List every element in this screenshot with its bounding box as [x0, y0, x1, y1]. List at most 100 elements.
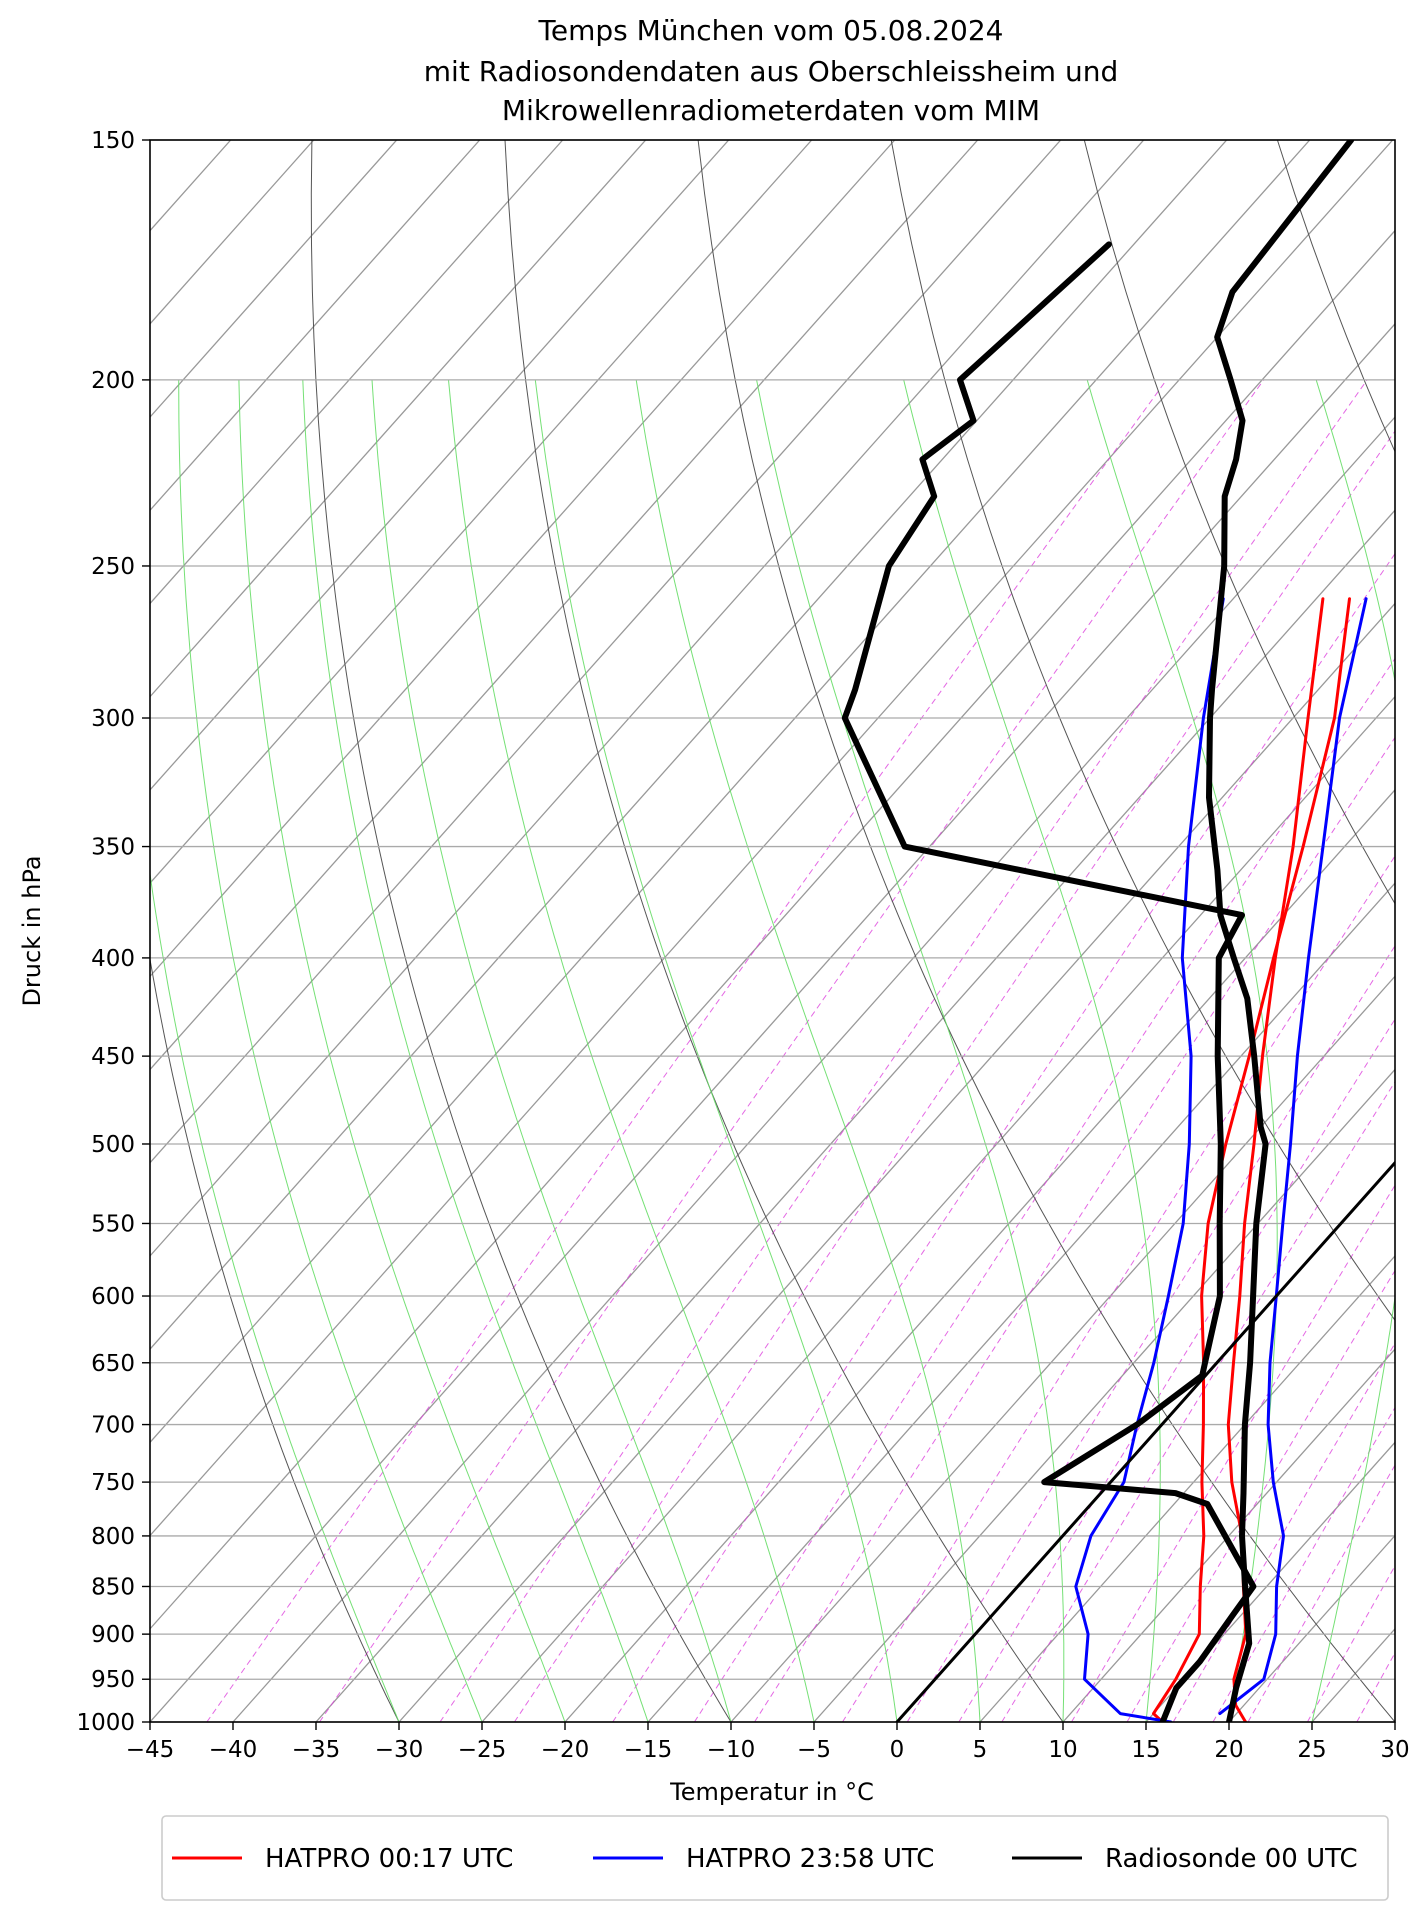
isotherm-line [979, 1254, 1395, 1722]
pressure-gridlines [150, 139, 1395, 1723]
mixing-ratio-line [906, 944, 1395, 1722]
moist-adiabat-line [371, 379, 732, 1722]
y-tick-label: 450 [91, 1044, 135, 1070]
x-tick-label: −10 [707, 1737, 756, 1763]
data-series [841, 140, 1395, 1722]
x-tick-label: −20 [541, 1737, 590, 1763]
x-axis-ticks: −45 −40 −35 −30 −25 −20 −15 −10 −5 0 5 10 15 20 25 30 [126, 1722, 1410, 1763]
mixing-ratio-line [1399, 380, 1427, 1722]
isotherm-line [1394, 1721, 1395, 1722]
x-tick-label: 5 [973, 1737, 988, 1763]
isotherm-line [150, 140, 1311, 1444]
moist-adiabat-line [178, 379, 483, 1722]
isotherm-line [730, 975, 1395, 1722]
mixing-ratio-line [842, 855, 1395, 1722]
dry-adiabat-line [310, 140, 732, 1722]
background-lines [150, 140, 1427, 1722]
plot-frame [149, 139, 1396, 1723]
moist-adiabat-line [302, 379, 649, 1722]
chart-title-line-2: mit Radiosondendaten aus Oberschleisshei… [424, 55, 1118, 88]
chart-title-line-1: Temps München vom 05.08.2024 [538, 14, 1004, 47]
legend-label-hatpro-2358: HATPRO 23:58 UTC [686, 1844, 934, 1874]
y-tick-label: 900 [91, 1622, 135, 1648]
x-tick-label: −30 [375, 1737, 424, 1763]
legend: HATPRO 00:17 UTC HATPRO 23:58 UTC Radios… [161, 1815, 1389, 1901]
isotherm-line [150, 140, 1062, 1164]
mixing-ratio-line [319, 379, 1265, 1722]
series-line-radiosonde-00-utc-temperature [1206, 140, 1355, 1722]
y-tick-label: 800 [91, 1524, 135, 1550]
mixing-ratio-line [1356, 1651, 1395, 1722]
mixing-ratio-line [1126, 1269, 1395, 1722]
x-tick-label: 30 [1380, 1737, 1409, 1763]
isotherm-line [1228, 1534, 1395, 1722]
isotherm-line [481, 695, 1395, 1722]
y-tick-label: 200 [91, 368, 135, 394]
moist-adiabat-line [903, 379, 1161, 1722]
y-tick-label: 300 [91, 706, 135, 732]
moist-adiabat-line [1311, 379, 1395, 1722]
mixing-ratio-line [1247, 1464, 1395, 1722]
mixing-ratio-line [1172, 1342, 1395, 1722]
x-tick-label: −15 [624, 1737, 673, 1763]
isotherm-line [1145, 1441, 1395, 1722]
mixing-ratio-line [693, 657, 1395, 1722]
dry-adiabat-line [150, 956, 400, 1722]
x-tick-label: 20 [1214, 1737, 1243, 1763]
y-tick-label: 1000 [76, 1710, 135, 1736]
x-tick-label: 15 [1131, 1737, 1160, 1763]
series-line-hatpro-23-58-utc-temperature [1218, 597, 1368, 1716]
moist-adiabat-line [448, 379, 815, 1722]
series-line-radiosonde-00-utc-dewpoint [841, 241, 1257, 1722]
y-tick-label: 600 [91, 1284, 135, 1310]
isotherm-line [150, 140, 1394, 1537]
x-tick-label: −35 [292, 1737, 341, 1763]
moist-adiabat-line [1394, 1720, 1395, 1722]
y-tick-label: 250 [91, 554, 135, 580]
isotherm-line [398, 602, 1395, 1722]
x-tick-label: −40 [209, 1737, 258, 1763]
series-line-isotherm-0-c-isotherm [895, 1160, 1395, 1722]
mixing-ratio-line [612, 552, 1395, 1722]
y-tick-label: 650 [91, 1351, 135, 1377]
isotherm-line [150, 140, 481, 512]
isotherm-line [150, 140, 813, 885]
legend-label-radiosonde: Radiosonde 00 UTC [1105, 1844, 1358, 1874]
isotherm-line [150, 140, 315, 325]
dry-adiabat-line [1083, 140, 1395, 905]
y-tick-label: 700 [91, 1413, 135, 1439]
moist-adiabat-line [534, 379, 898, 1722]
mixing-ratio-line [206, 379, 1167, 1722]
x-tick-label: 10 [1048, 1737, 1077, 1763]
isotherm-line [150, 140, 1145, 1257]
x-tick-label: 0 [890, 1737, 905, 1763]
dry-adiabat-line [697, 140, 1395, 1722]
isotherm-line [150, 140, 647, 698]
moist-adiabat-line [150, 870, 400, 1722]
x-tick-label: −25 [458, 1737, 507, 1763]
series-line-hatpro-00-17-utc-temperature [1226, 597, 1325, 1722]
isotherm-line [315, 509, 1395, 1722]
y-tick-label: 750 [91, 1470, 135, 1496]
isotherm-line [647, 882, 1395, 1722]
dry-adiabat-line [504, 140, 1064, 1722]
mixing-ratio-line [958, 1018, 1395, 1722]
isotherm-line [150, 140, 1228, 1351]
y-tick-label: 850 [91, 1574, 135, 1600]
isotherm-line [150, 140, 730, 791]
y-tick-label: 950 [91, 1667, 135, 1693]
chart-title-line-3: Mikrowellenradiometerdaten vom MIM [502, 94, 1040, 127]
y-tick-label: 350 [91, 835, 135, 861]
isotherm-line [150, 140, 564, 605]
y-axis-ticks: 1000 950 900 850 800 750 700 650 600 550 500 450 400… [76, 128, 150, 1736]
x-tick-label: 25 [1297, 1737, 1326, 1763]
isotherm-line [1062, 1348, 1395, 1722]
isotherm-line [232, 416, 1395, 1722]
y-tick-label: 500 [91, 1132, 135, 1158]
legend-box [161, 1815, 1389, 1901]
legend-label-hatpro-0017: HATPRO 00:17 UTC [265, 1844, 513, 1874]
isotherm-line [1311, 1627, 1395, 1722]
isotherm-line [564, 788, 1395, 1722]
y-tick-label: 400 [91, 946, 135, 972]
